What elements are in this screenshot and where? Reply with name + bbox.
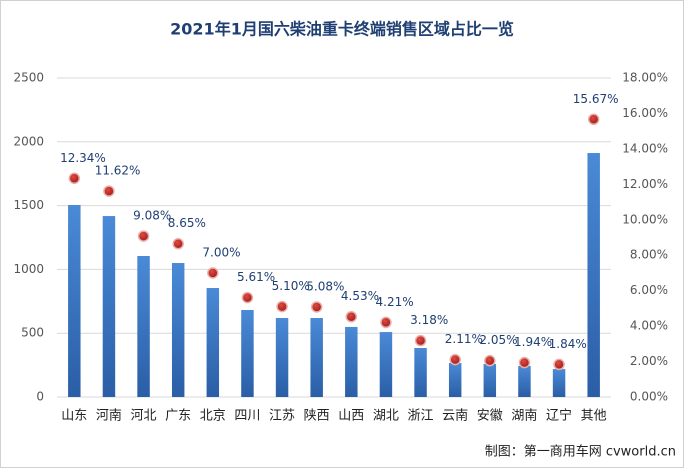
dot xyxy=(68,172,81,185)
bar xyxy=(241,309,254,397)
dot xyxy=(553,358,565,371)
bar xyxy=(310,318,323,397)
y2-tick-label: 18.00% xyxy=(622,71,668,85)
dot xyxy=(587,113,600,126)
x-tick-label: 安徽 xyxy=(477,409,503,424)
data-label: 11.62% xyxy=(95,164,141,178)
data-label: 12.34% xyxy=(60,151,106,165)
x-tick-label: 北京 xyxy=(200,409,226,424)
bar xyxy=(483,363,497,397)
bar xyxy=(102,216,116,397)
y-tick-label: 2000 xyxy=(13,134,44,148)
dot xyxy=(137,230,150,242)
y2-tick-label: 12.00% xyxy=(622,177,668,191)
y2-tick-label: 10.00% xyxy=(622,212,668,226)
dot xyxy=(345,310,358,323)
data-label: 8.65% xyxy=(168,216,206,230)
x-tick-label: 河北 xyxy=(131,409,157,424)
dot xyxy=(414,334,427,347)
data-label: 5.08% xyxy=(306,279,344,293)
data-label: 1.94% xyxy=(514,335,552,349)
data-label: 5.10% xyxy=(272,279,310,293)
x-tick-label: 山西 xyxy=(338,409,364,424)
dot xyxy=(484,354,496,367)
bar xyxy=(68,204,81,397)
source-note: 制图：第一商用车网 cvworld.cn xyxy=(485,444,676,460)
x-tick-label: 四川 xyxy=(234,409,260,424)
dot xyxy=(207,267,219,279)
bar xyxy=(448,363,462,397)
y2-tick-label: 14.00% xyxy=(622,141,668,155)
bar xyxy=(518,365,531,397)
x-tick-label: 湖北 xyxy=(373,409,399,424)
y-tick-label: 2500 xyxy=(13,71,44,85)
y2-tick-label: 16.00% xyxy=(622,106,668,120)
y2-tick-label: 6.00% xyxy=(630,283,668,297)
bar xyxy=(137,256,150,397)
chart-title: 2021年1月国六柴油重卡终端销售区域占比一览 xyxy=(170,20,514,39)
dot xyxy=(518,356,531,369)
dot xyxy=(449,353,461,366)
y-tick-label: 500 xyxy=(21,326,44,340)
y-tick-label: 0 xyxy=(36,390,44,404)
data-label: 15.67% xyxy=(573,92,619,106)
x-tick-label: 江苏 xyxy=(269,408,295,424)
dot xyxy=(172,237,184,250)
bar xyxy=(275,318,289,397)
data-label: 1.84% xyxy=(549,337,587,351)
y-tick-label: 1500 xyxy=(13,198,44,212)
bar xyxy=(414,348,427,397)
data-label: 9.08% xyxy=(133,209,171,223)
y2-tick-label: 2.00% xyxy=(630,354,668,368)
bar xyxy=(345,326,358,397)
bar xyxy=(171,263,185,397)
bar xyxy=(587,153,600,397)
x-tick-label: 云南 xyxy=(442,408,468,424)
x-tick-label: 湖南 xyxy=(511,408,537,424)
y2-tick-label: 4.00% xyxy=(630,319,668,333)
data-label: 2.11% xyxy=(445,332,483,346)
x-tick-label: 广东 xyxy=(165,409,191,424)
dot xyxy=(103,185,115,197)
y2-tick-label: 0.00% xyxy=(630,390,668,404)
bar xyxy=(552,369,566,397)
data-label: 4.21% xyxy=(376,295,414,309)
dot xyxy=(380,316,392,329)
dot xyxy=(276,300,288,313)
x-tick-label: 辽宁 xyxy=(546,408,572,424)
data-label: 7.00% xyxy=(202,245,240,259)
bar xyxy=(206,288,220,397)
x-tick-label: 浙江 xyxy=(408,409,434,424)
x-tick-label: 山东 xyxy=(61,409,87,424)
bar xyxy=(379,332,393,397)
y-tick-label: 1000 xyxy=(13,262,44,276)
x-tick-label: 陕西 xyxy=(304,409,330,424)
data-label: 4.53% xyxy=(341,289,379,303)
data-label: 2.05% xyxy=(479,333,517,347)
x-tick-label: 其他 xyxy=(581,409,607,424)
dot xyxy=(310,301,323,313)
data-label: 5.61% xyxy=(237,270,275,284)
data-label: 3.18% xyxy=(410,313,448,327)
y2-tick-label: 8.00% xyxy=(630,248,668,262)
dot xyxy=(241,291,254,304)
x-tick-label: 河南 xyxy=(96,408,122,424)
